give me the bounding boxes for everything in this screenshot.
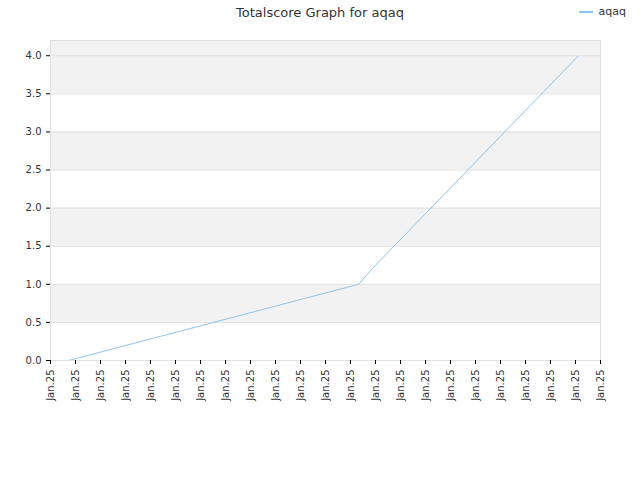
svg-text:Jan.25: Jan.25 — [495, 370, 506, 402]
svg-text:Jan.25: Jan.25 — [420, 370, 431, 402]
svg-text:Jan.25: Jan.25 — [195, 370, 206, 402]
html-text:aqaq: aqaq — [598, 5, 626, 18]
svg-text:Jan.25: Jan.25 — [570, 370, 581, 402]
svg-text:2.5: 2.5 — [26, 164, 42, 175]
svg-text:Jan.25: Jan.25 — [95, 370, 106, 402]
svg-text:Jan.25: Jan.25 — [545, 370, 556, 402]
svg-text:Jan.25: Jan.25 — [245, 370, 256, 402]
svg-text:Jan.25: Jan.25 — [320, 370, 331, 402]
svg-text:Jan.25: Jan.25 — [70, 370, 81, 402]
svg-text:Jan.25: Jan.25 — [220, 370, 231, 402]
svg-text:3.0: 3.0 — [26, 126, 42, 137]
svg-text:4.0: 4.0 — [26, 50, 42, 61]
svg-text:Jan.25: Jan.25 — [395, 370, 406, 402]
svg-text:Jan.25: Jan.25 — [470, 370, 481, 402]
svg-text:1.0: 1.0 — [26, 279, 42, 290]
svg-text:Jan.25: Jan.25 — [270, 370, 281, 402]
svg-text:Jan.25: Jan.25 — [370, 370, 381, 402]
svg-text:Jan.25: Jan.25 — [445, 370, 456, 402]
svg-text:3.5: 3.5 — [26, 88, 42, 99]
svg-text:Jan.25: Jan.25 — [145, 370, 156, 402]
svg-text:Jan.25: Jan.25 — [295, 370, 306, 402]
svg-text:Jan.25: Jan.25 — [45, 370, 56, 402]
svg-text:Jan.25: Jan.25 — [120, 370, 131, 402]
svg-text:Jan.25: Jan.25 — [595, 370, 606, 402]
svg-text:2.0: 2.0 — [26, 202, 42, 213]
svg-text:1.5: 1.5 — [26, 240, 42, 251]
svg-text:0.0: 0.0 — [26, 355, 42, 366]
svg-text:Jan.25: Jan.25 — [170, 370, 181, 402]
svg-text:0.5: 0.5 — [26, 317, 42, 328]
html-text:Totalscore Graph for aqaq: Totalscore Graph for aqaq — [236, 5, 404, 20]
svg-text:Jan.25: Jan.25 — [520, 370, 531, 402]
svg-text:Jan.25: Jan.25 — [345, 370, 356, 402]
